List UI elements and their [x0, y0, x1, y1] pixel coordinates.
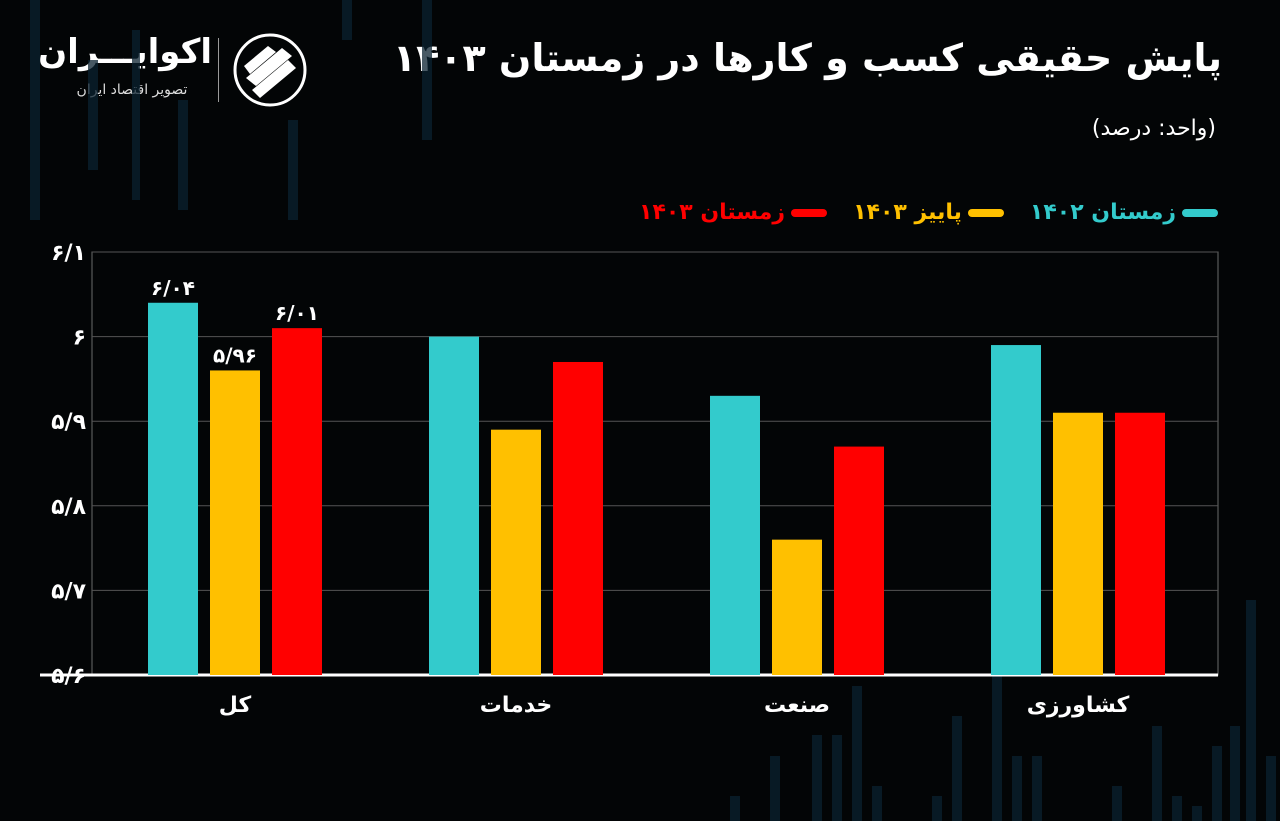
x-category-label: کل: [219, 693, 252, 718]
background-decoration: [730, 796, 740, 821]
y-tick-label: ۶: [73, 326, 86, 351]
background-decoration: [952, 716, 962, 821]
x-category-label: کشاورزی: [1027, 693, 1130, 718]
y-tick-label: ۵/۷: [51, 579, 86, 604]
background-decoration: [812, 735, 822, 821]
background-decoration: [1246, 600, 1256, 821]
background-decoration: [1152, 726, 1162, 821]
x-category-label: خدمات: [480, 693, 553, 718]
background-decoration: [1266, 756, 1276, 821]
bar: [1115, 413, 1165, 675]
background-decoration: [1012, 756, 1022, 821]
background-decoration: [992, 676, 1002, 821]
bar: [710, 396, 760, 675]
y-tick-label: ۵/۸: [51, 495, 86, 520]
bar: [210, 370, 260, 675]
background-decoration: [932, 796, 942, 821]
background-decoration: [422, 0, 432, 140]
data-label: ۶/۰۱: [275, 301, 319, 325]
bar: [272, 328, 322, 675]
background-decoration: [1212, 746, 1222, 821]
y-tick-label: ۵/۹: [51, 410, 86, 435]
background-decoration: [288, 120, 298, 220]
background-decoration: [178, 100, 188, 210]
infographic: اکوایـــران تصویر اقتصاد ایران پایش حقیق…: [0, 0, 1280, 821]
bar: [834, 447, 884, 675]
background-decoration: [770, 756, 780, 821]
x-category-label: صنعت: [764, 693, 830, 718]
background-decoration: [342, 0, 352, 40]
y-tick-label: ۶/۱: [51, 241, 86, 266]
bar: [148, 303, 198, 675]
background-decoration: [852, 686, 862, 821]
bar-chart: ۵/۶۵/۷۵/۸۵/۹۶۶/۱ کشاورزیصنعتخدمات۶/۰۴۵/۹…: [0, 0, 1280, 821]
bar: [429, 337, 479, 675]
bar: [991, 345, 1041, 675]
background-decoration: [1032, 756, 1042, 821]
background-decoration: [132, 30, 140, 200]
bar: [1053, 413, 1103, 675]
background-decoration: [832, 735, 842, 821]
background-decoration: [88, 60, 98, 170]
plot-frame: [92, 252, 1218, 675]
background-decoration: [30, 0, 40, 220]
background-decoration: [872, 786, 882, 821]
bar: [553, 362, 603, 675]
data-label: ۶/۰۴: [151, 276, 195, 300]
bar: [772, 540, 822, 675]
background-decoration: [1230, 726, 1240, 821]
background-decoration: [1112, 786, 1122, 821]
background-decoration: [1192, 806, 1202, 821]
bar: [491, 430, 541, 675]
data-label: ۵/۹۶: [213, 343, 257, 367]
background-decoration: [1172, 796, 1182, 821]
